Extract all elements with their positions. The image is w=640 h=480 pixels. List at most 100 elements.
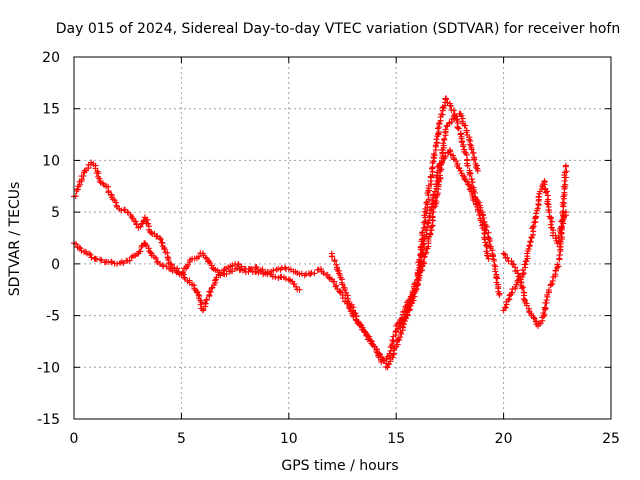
track-point (455, 125, 462, 132)
track-point (433, 181, 440, 188)
track-point (534, 205, 541, 212)
track-point (531, 219, 538, 226)
track-point (373, 346, 380, 353)
track-point (512, 284, 519, 291)
track-point (429, 223, 435, 230)
track-point (418, 258, 425, 264)
track-point (434, 178, 441, 185)
track-point (394, 341, 401, 348)
track-point (144, 216, 151, 223)
track-point (157, 236, 164, 243)
track-point (451, 112, 458, 119)
track-point (431, 150, 437, 157)
track-point (433, 136, 440, 143)
track-point (440, 140, 447, 147)
track-point (502, 304, 509, 311)
track-point (229, 268, 236, 275)
track-point (154, 259, 161, 266)
track-point (558, 223, 565, 230)
track-point (262, 270, 269, 277)
track-point (456, 165, 463, 172)
track-point (195, 253, 202, 260)
track-point (154, 233, 161, 240)
y-tick-label: 0 (51, 257, 60, 273)
track-point (108, 258, 115, 265)
axis-ticks (73, 56, 612, 420)
track-point (410, 297, 417, 304)
y-axis-label: SDTVAR / TECUs (7, 182, 23, 297)
track-point (407, 303, 414, 309)
track-point (563, 212, 569, 219)
y-tick-label: -10 (37, 360, 60, 376)
track-point (464, 178, 471, 185)
track-point (505, 296, 512, 303)
data-marks (71, 95, 570, 371)
track-point (447, 148, 454, 155)
track-point (443, 123, 450, 130)
track-point (174, 265, 181, 272)
track-point (429, 197, 436, 204)
track-point (460, 143, 467, 150)
track-point (461, 175, 468, 182)
track-point (76, 244, 83, 251)
track-point (147, 249, 154, 256)
data-point (431, 188, 438, 195)
track-point (481, 230, 488, 237)
track-point (466, 171, 473, 178)
track-point (459, 115, 466, 122)
track-point (542, 305, 549, 312)
track-point (350, 304, 357, 311)
track-point (535, 193, 542, 200)
track-point (197, 250, 204, 257)
track-point (515, 270, 521, 277)
track-point (74, 186, 81, 193)
track-point (520, 284, 526, 291)
track-point (176, 270, 183, 277)
track-point (153, 255, 159, 262)
track-point (208, 285, 215, 292)
track-point (434, 125, 441, 132)
track-point (294, 286, 301, 293)
track-point (541, 181, 548, 188)
track-point (397, 320, 404, 327)
track-point (252, 268, 259, 275)
track-point (202, 300, 209, 307)
track-point (435, 129, 442, 136)
track-point (386, 361, 393, 367)
track-point (180, 271, 187, 278)
track-point (442, 128, 449, 135)
y-tick-label: 10 (42, 153, 60, 169)
track-point (122, 206, 128, 213)
track-point (336, 272, 343, 278)
track-point (466, 141, 473, 148)
track-point (454, 124, 461, 131)
x-tick-labels: 0 5 10 15 20 25 (70, 431, 620, 447)
track-point (501, 251, 508, 258)
track-point (504, 254, 511, 261)
track-point (212, 277, 219, 284)
x-tick-label: 5 (177, 431, 186, 447)
track-point (514, 277, 521, 284)
track-point (338, 279, 345, 286)
track-point (329, 253, 336, 260)
track-point (78, 247, 85, 254)
track-point (137, 248, 144, 255)
track-point (331, 258, 338, 264)
track-point (90, 161, 97, 167)
track-point (399, 324, 406, 330)
track-point (129, 215, 136, 222)
track-point (354, 318, 361, 325)
track-point (430, 191, 437, 198)
track-point (165, 256, 172, 263)
track-point (455, 164, 462, 171)
track-point (406, 306, 413, 313)
track-point (540, 310, 547, 317)
y-tick-label: 5 (51, 205, 60, 221)
track-point (138, 243, 145, 250)
track-point (552, 273, 559, 280)
track-point (206, 288, 213, 295)
track-point (526, 242, 533, 249)
track-point (541, 304, 548, 311)
track-point (164, 254, 171, 261)
track-point (537, 320, 544, 327)
